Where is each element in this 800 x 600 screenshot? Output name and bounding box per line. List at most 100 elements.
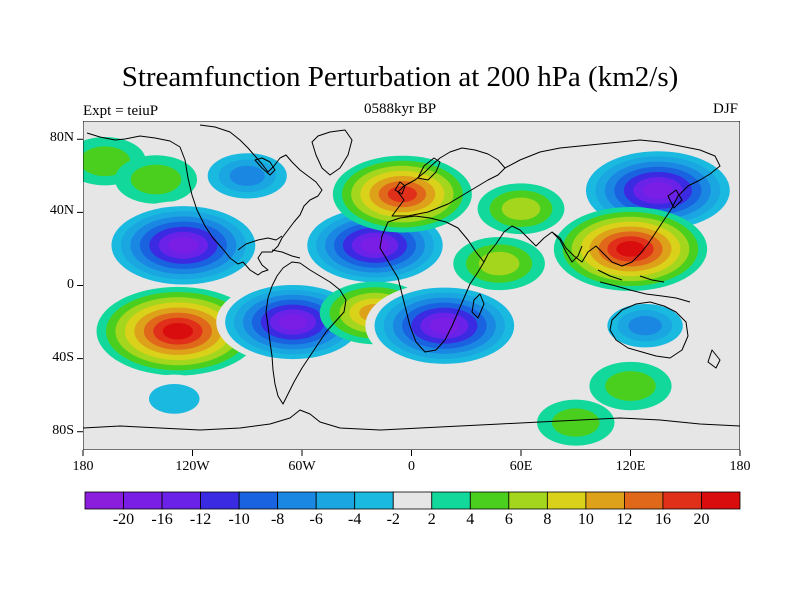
- contour-level: [162, 322, 194, 340]
- anomaly-center: [596, 297, 694, 354]
- anomaly-center: [101, 200, 265, 290]
- x-tick-label: 60E: [509, 459, 533, 474]
- coastline-gulf-of-mexico: [237, 235, 283, 251]
- colorbar-swatch: [701, 491, 741, 510]
- colorbar-swatch: [315, 491, 356, 510]
- colorbar: [84, 491, 741, 510]
- colorbar-swatch: [431, 491, 471, 510]
- contour-level: [429, 317, 460, 334]
- coastline-australia: [609, 301, 689, 359]
- contour-level: [478, 251, 520, 276]
- coastline-asia: [483, 139, 721, 267]
- colorbar-tick-label: 8: [543, 511, 552, 528]
- colorbar-tick-label: -20: [112, 511, 135, 528]
- anomaly-center: [537, 399, 615, 446]
- contour-level: [360, 237, 390, 254]
- contour-level: [229, 165, 265, 186]
- colorbar-tick-label: -8: [270, 511, 285, 528]
- coastline-india: [551, 231, 583, 263]
- contour-level: [501, 197, 541, 221]
- colorbar-swatch: [662, 491, 702, 510]
- coastline-scandinavia: [417, 157, 441, 181]
- x-tick-label: 60W: [288, 459, 316, 474]
- coastline-british-isles: [394, 181, 406, 195]
- anomaly-center: [96, 286, 260, 376]
- coastline-south-america: [265, 261, 347, 405]
- coastline-north-america: [86, 124, 323, 276]
- time-label: 0588kyr BP: [363, 101, 437, 117]
- y-tick-label: 80S: [52, 422, 74, 438]
- contour-level: [628, 316, 662, 336]
- colorbar-swatch: [277, 491, 317, 510]
- colorbar-tick-label: -4: [348, 511, 362, 528]
- anomaly-center: [114, 155, 198, 204]
- colorbar-tick-label: 12: [616, 511, 633, 528]
- colorbar-tick-label: 2: [427, 511, 436, 528]
- contour-level: [148, 383, 200, 414]
- coastline-indonesia: [597, 269, 665, 283]
- coastline-caribbean: [271, 249, 301, 259]
- colorbar-tick-label: 20: [693, 511, 710, 528]
- contour-level: [278, 314, 308, 330]
- colorbar-tick-label: -16: [151, 511, 173, 528]
- experiment-label: Expt = teiuP: [83, 103, 159, 119]
- colorbar-tick-label: 16: [654, 511, 671, 528]
- colorbar-swatch: [238, 491, 279, 510]
- x-tick-label: 120E: [615, 459, 646, 474]
- anomaly-center: [453, 237, 545, 291]
- anomaly-center: [365, 282, 524, 369]
- colorbar-swatch: [585, 491, 625, 510]
- coastline-africa: [379, 215, 485, 353]
- colorbar-swatch: [354, 491, 394, 510]
- colorbar-tick-label: 4: [466, 511, 475, 528]
- colorbar-tick-label: -10: [228, 511, 250, 528]
- contour-level: [616, 241, 645, 257]
- x-tick-label: 180: [729, 459, 751, 474]
- colorbar-swatch: [161, 491, 201, 510]
- coastline-europe: [391, 147, 506, 217]
- contour-level: [551, 408, 600, 437]
- x-tick-label: 0: [408, 459, 415, 474]
- colorbar-tick-label: -6: [309, 511, 323, 528]
- coastline-antarctica: [83, 409, 740, 431]
- contour-level: [642, 182, 674, 199]
- colorbar-swatch: [469, 491, 510, 510]
- coastline-hudson-bay: [254, 157, 276, 176]
- contour-level: [130, 164, 182, 195]
- y-tick-label: 80N: [49, 130, 74, 146]
- colorbar-tick-label: 6: [504, 511, 513, 528]
- coastlines: [83, 124, 740, 431]
- colorbar-tick-label: -12: [189, 511, 212, 528]
- map-area: [83, 121, 740, 450]
- coastline-japan: [667, 189, 683, 209]
- colorbar-swatch: [200, 491, 240, 510]
- chart-title: Streamfunction Perturbation at 200 hPa (…: [121, 61, 679, 93]
- y-tick-label: 40S: [52, 349, 74, 365]
- coastline-new-zealand: [707, 349, 721, 369]
- anomaly-center: [553, 206, 708, 291]
- coastline-madagascar: [471, 293, 485, 319]
- contour-level: [605, 371, 656, 401]
- colorbar-swatch: [624, 491, 664, 510]
- axis-ticks: [77, 138, 741, 456]
- x-tick-label: 120W: [175, 459, 210, 474]
- anomaly-center: [477, 183, 565, 235]
- colorbar-swatch: [546, 491, 587, 510]
- anomaly-center: [589, 361, 672, 411]
- coastline-maritime-continent: [599, 281, 691, 303]
- colorbar-swatch: [84, 491, 124, 510]
- coastline-greenland: [311, 129, 353, 176]
- anomaly-center: [133, 374, 216, 424]
- contour-fills: [83, 137, 740, 446]
- y-tick-label: 40N: [49, 203, 74, 219]
- x-tick-label: 180: [72, 459, 94, 474]
- colorbar-tick-label: 10: [577, 511, 594, 528]
- colorbar-swatch: [123, 491, 163, 510]
- season-label: DJF: [713, 101, 739, 117]
- colorbar-swatch: [392, 491, 433, 510]
- colorbar-swatch: [508, 491, 548, 510]
- contour-level: [168, 237, 199, 254]
- anomaly-center: [196, 146, 298, 205]
- contour-level: [83, 146, 131, 177]
